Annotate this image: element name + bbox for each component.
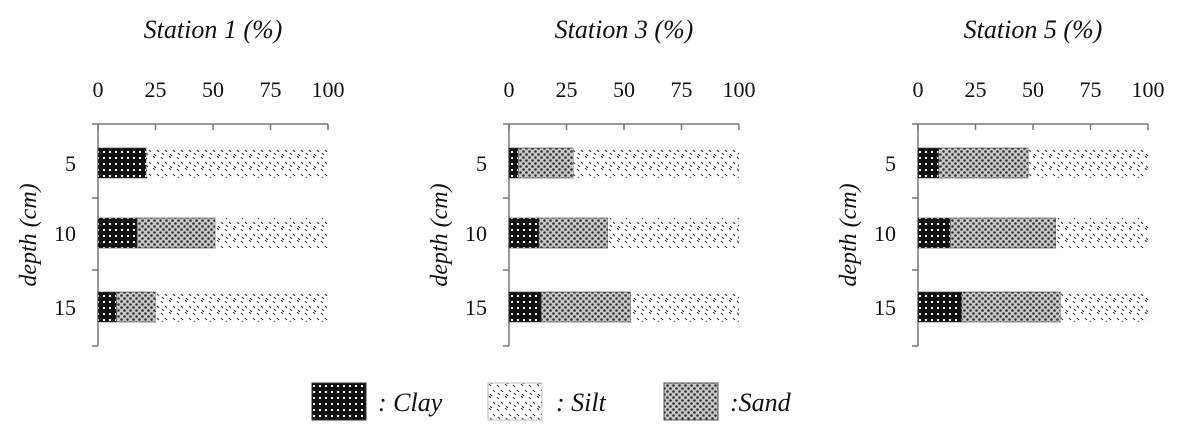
x-tick-label: 0 [913,77,924,102]
bar-segment-sand-depth-5 [517,147,574,179]
y-axis-label: depth (cm) [16,183,42,286]
x-tick-label: 25 [145,77,167,102]
sand-swatch [663,382,719,421]
bar-segment-clay-depth-10 [917,217,951,249]
bar-segment-silt-depth-5 [573,148,739,178]
x-tick-label: 75 [671,77,693,102]
bar-segment-clay-depth-15 [508,291,542,323]
chart-panel-2: Station 3 (%) 0 25 50 75 100 5 10 15 depth (cm) [427,15,756,347]
x-tick-label: 100 [723,77,756,102]
y-tick-label: 10 [874,221,896,246]
clay-swatch [311,382,367,421]
x-tick-label: 75 [1080,77,1102,102]
x-tick-label: 50 [202,77,224,102]
x-tick-label: 0 [93,77,104,102]
y-tick-label: 15 [874,295,896,320]
chart-panel-3: Station 5 (%) 0 25 50 75 100 5 10 15 depth (cm) [836,15,1165,347]
y-tick-label: 15 [54,295,76,320]
legend-label-clay: : Clay [378,388,443,417]
bar-segment-clay-depth-15 [97,291,117,323]
chart-title: Station 5 (%) [964,15,1103,44]
x-tick-label: 100 [1132,77,1165,102]
legend-item-sand: :Sand [663,382,792,421]
legend-label-silt: : Silt [556,388,607,417]
bar-segment-sand-depth-5 [938,147,1029,179]
y-tick-label: 5 [885,151,896,176]
legend: : Clay : Silt :Sand [311,382,792,421]
legend-label-sand: :Sand [730,388,792,417]
bar-segment-silt-depth-10 [215,218,328,248]
bar-segment-sand-depth-10 [949,217,1057,249]
y-tick-label: 15 [465,295,487,320]
bar-segment-silt-depth-10 [1056,218,1148,248]
y-axis-label: depth (cm) [427,183,453,286]
chart-title: Station 3 (%) [555,15,694,44]
chart-title: Station 1 (%) [144,15,283,44]
bar-segment-silt-depth-15 [630,292,739,322]
chart-panel-1: Station 1 (%) 0 25 50 75 100 5 10 15 depth (cm) [16,15,345,347]
y-axis-label: depth (cm) [836,183,862,286]
bar-segment-clay-depth-10 [508,217,540,249]
bar-segment-silt-depth-10 [607,218,739,248]
bar-segment-clay-depth-10 [97,217,138,249]
silt-swatch [487,382,543,421]
x-tick-label: 50 [613,77,635,102]
x-tick-label: 25 [965,77,987,102]
bar-segment-silt-depth-5 [146,148,328,178]
x-tick-label: 75 [260,77,282,102]
x-tick-label: 0 [504,77,515,102]
bar-segment-sand-depth-15 [116,291,156,323]
bar-segment-clay-depth-5 [917,147,940,179]
legend-item-clay: : Clay [311,382,443,421]
y-tick-label: 10 [54,221,76,246]
x-tick-label: 25 [556,77,578,102]
x-tick-label: 50 [1022,77,1044,102]
x-tick-label: 100 [312,77,345,102]
bar-segment-clay-depth-5 [97,147,147,179]
bar-segment-silt-depth-15 [155,292,328,322]
bar-segment-clay-depth-15 [917,291,963,323]
bar-segment-silt-depth-5 [1028,148,1148,178]
bar-segment-silt-depth-15 [1060,292,1148,322]
bar-segment-sand-depth-15 [961,291,1061,323]
bar-segment-sand-depth-15 [540,291,632,323]
y-tick-label: 5 [65,151,76,176]
bar-segment-sand-depth-10 [538,217,609,249]
y-tick-label: 5 [476,151,487,176]
legend-item-silt: : Silt [487,382,607,421]
bar-segment-sand-depth-10 [136,217,216,249]
y-tick-label: 10 [465,221,487,246]
bar-segment-clay-depth-5 [508,147,519,179]
